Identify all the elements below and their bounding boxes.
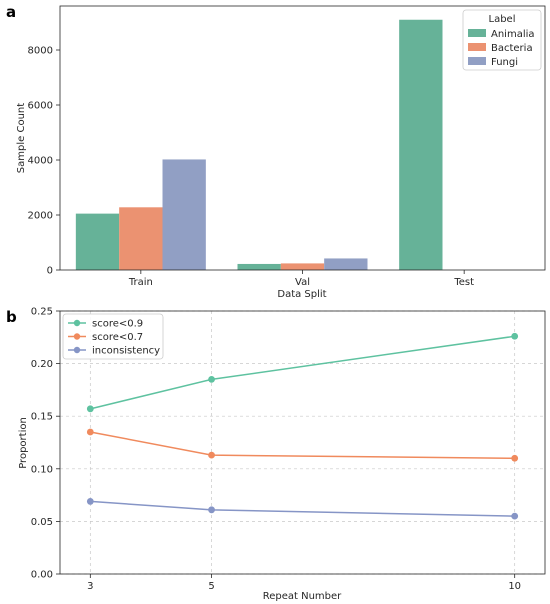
bar-bacteria-val — [280, 263, 325, 270]
bar-fungi-val — [324, 258, 368, 270]
b-legend-marker — [73, 346, 81, 354]
series-point — [86, 405, 94, 413]
series-point — [208, 375, 215, 383]
bar-fungi-train — [162, 159, 206, 270]
series-point — [86, 428, 94, 436]
bar-chart-panel-a: Train Val Test 0 2000 4000 6000 8000 Data Split… — [16, 5, 546, 300]
series-point — [208, 506, 215, 514]
series-line — [90, 500, 515, 517]
b-x-tick-label: 5 — [208, 581, 214, 592]
b-legend: score<0.9 score<0.7 inconsistency — [62, 313, 164, 360]
b-y-tick-label: 0.15 — [31, 412, 53, 423]
a-x-axis-label: Data Split — [277, 289, 326, 300]
a-legend: Label Animalia Bacteria Fungi — [462, 9, 542, 71]
bar-animalia-train — [75, 213, 120, 270]
bar-animalia-val — [237, 263, 281, 270]
a-legend-entry: Bacteria — [491, 43, 533, 54]
panel-b-label: b — [6, 308, 17, 326]
b-legend-entry: score<0.9 — [92, 319, 143, 330]
b-y-tick-label: 0.10 — [31, 464, 53, 475]
b-y-tick-label: 0.25 — [31, 307, 53, 318]
a-tick-labels: Train Val Test 0 2000 4000 6000 8000 — [28, 46, 475, 289]
a-x-tick-label: Train — [128, 277, 153, 288]
b-series — [86, 332, 519, 520]
a-y-tick-label: 0 — [47, 266, 53, 277]
b-legend-entry: score<0.7 — [92, 332, 143, 343]
a-legend-box — [462, 9, 542, 71]
b-x-axis-label: Repeat Number — [263, 591, 342, 602]
series-point — [511, 454, 519, 462]
series-line — [90, 431, 515, 460]
a-legend-swatch — [468, 29, 486, 37]
b-legend-marker — [73, 319, 81, 327]
a-legend-title: Label — [489, 14, 516, 25]
a-legend-swatch — [468, 43, 486, 51]
b-legend-entry: inconsistency — [92, 346, 160, 357]
b-tick-labels: 0.00 0.05 0.10 0.15 0.20 0.25 3 5 10 — [31, 307, 521, 593]
bar-animalia-test — [399, 19, 443, 270]
b-y-tick-label: 0.05 — [31, 517, 53, 528]
a-x-tick-label: Val — [295, 277, 310, 288]
a-y-tick-label: 4000 — [28, 156, 53, 167]
b-y-tick-label: 0.20 — [31, 359, 53, 370]
series-point — [511, 332, 519, 340]
a-legend-entry: Animalia — [491, 29, 535, 40]
series-point — [208, 451, 215, 459]
a-y-tick-label: 6000 — [28, 101, 53, 112]
a-y-axis-label: Sample Count — [16, 103, 27, 173]
panel-a-label: a — [6, 3, 16, 21]
series-point — [86, 498, 94, 505]
a-x-tick-label: Test — [453, 277, 474, 288]
a-legend-entry: Fungi — [491, 57, 518, 68]
b-legend-marker — [73, 333, 81, 340]
b-y-tick-label: 0.00 — [31, 570, 53, 581]
line-chart-panel-b: 0.00 0.05 0.10 0.15 0.20 0.25 3 5 10 Repeat Numb… — [18, 307, 546, 602]
a-y-tick-label: 8000 — [28, 46, 53, 57]
b-x-tick-label: 3 — [87, 581, 93, 592]
b-y-axis-label: Proportion — [18, 417, 29, 469]
b-plot-frame — [59, 310, 546, 575]
a-plot-frame — [59, 5, 546, 271]
b-legend-box — [62, 313, 164, 360]
a-axis-ticks — [56, 49, 465, 274]
a-legend-swatch — [468, 57, 486, 65]
b-x-tick-label: 10 — [508, 581, 521, 592]
a-y-tick-label: 2000 — [28, 211, 53, 222]
a-bars — [75, 19, 443, 270]
series-point — [511, 512, 519, 520]
bar-bacteria-train — [119, 207, 163, 270]
